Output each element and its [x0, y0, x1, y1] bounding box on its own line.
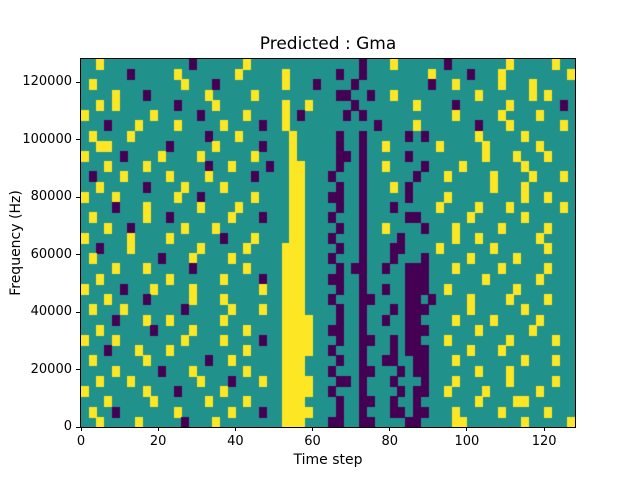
- y-tick-mark: [76, 369, 80, 370]
- x-tick-label: 120: [531, 434, 557, 449]
- y-tick-label: 40000: [30, 304, 72, 319]
- x-tick-label: 40: [227, 434, 244, 449]
- chart-title: Predicted : Gma: [259, 34, 397, 54]
- y-tick-label: 60000: [30, 246, 72, 262]
- x-tick-label: 60: [304, 434, 321, 449]
- y-tick-label: 120000: [22, 74, 72, 89]
- y-tick-mark: [76, 311, 80, 313]
- heatmap-canvas: [81, 59, 575, 427]
- plot-area: 0 20 40 60 80 100 120 0 20000 40000 60000 80000 100…: [22, 58, 576, 449]
- y-tick-label: 100000: [22, 131, 72, 147]
- y-tick-mark: [76, 196, 80, 198]
- x-tick-mark: [389, 427, 391, 431]
- y-tick-mark: [76, 426, 80, 428]
- y-tick-label: 80000: [30, 189, 72, 204]
- x-tick-mark: [234, 427, 236, 431]
- y-tick-label: 20000: [30, 361, 72, 377]
- x-tick-mark: [80, 427, 82, 431]
- x-tick-mark: [312, 427, 314, 431]
- x-tick-label: 100: [454, 434, 480, 449]
- x-tick-mark: [543, 427, 545, 431]
- y-tick-mark: [76, 81, 80, 83]
- x-tick-label: 0: [76, 434, 86, 449]
- x-tick-label: 20: [149, 434, 167, 449]
- y-axis-label: Frequency (Hz): [8, 190, 24, 296]
- x-tick-mark: [157, 427, 159, 431]
- x-tick-mark: [466, 427, 468, 431]
- y-tick-mark: [76, 254, 80, 255]
- x-tick-label: 80: [381, 434, 399, 449]
- y-tick-label: 0: [63, 419, 72, 434]
- x-axis-label: Time step: [293, 452, 363, 468]
- y-tick-mark: [76, 139, 80, 140]
